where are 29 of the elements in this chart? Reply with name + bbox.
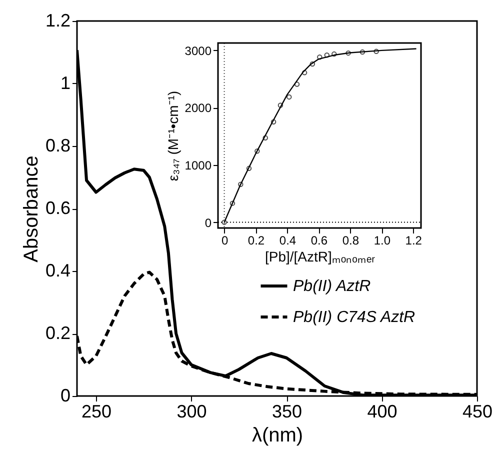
x-tick-label: 450 — [462, 402, 493, 422]
y-tick-label: 0.2 — [45, 323, 70, 343]
y-tick-label: 0.4 — [45, 260, 70, 280]
y-tick-label: 0 — [60, 386, 70, 406]
legend-label: Pb(II) C74S AztR — [293, 309, 416, 326]
x-tick-label: 1.0 — [374, 234, 391, 248]
y-tick-label: 1 — [60, 73, 70, 93]
y-tick-label: 0.6 — [45, 198, 70, 218]
x-tick-label: 0.6 — [310, 234, 328, 248]
x-axis-title: λ(nm) — [252, 424, 304, 446]
x-tick-label: 250 — [82, 402, 112, 422]
y-tick-label: 2000 — [184, 101, 212, 116]
y-tick-label: 1.2 — [45, 10, 70, 30]
x-tick-label: 0.2 — [248, 234, 265, 248]
y-tick-label: 0.8 — [45, 136, 70, 156]
y-tick-label: 1000 — [184, 158, 212, 172]
x-tick-label: 1.2 — [405, 234, 422, 248]
y-tick-label: 0 — [204, 216, 212, 230]
y-axis-title: Absorbance — [20, 156, 42, 262]
y-tick-label: 3000 — [184, 44, 212, 58]
x-tick-label: 0 — [221, 234, 228, 248]
x-tick-label: 350 — [272, 402, 302, 422]
x-axis-title: [Pb]/[AztR]ₘₒₙₒₘₑᵣ — [264, 248, 376, 264]
y-axis-title: ε₃₄₇ (M⁻¹•cm⁻¹) — [164, 90, 181, 182]
x-tick-label: 0.8 — [342, 234, 360, 248]
x-tick-label: 400 — [367, 402, 398, 422]
x-tick-label: 0.4 — [279, 234, 296, 248]
x-tick-label: 300 — [176, 402, 207, 422]
legend-label: Pb(II) AztR — [293, 278, 372, 295]
